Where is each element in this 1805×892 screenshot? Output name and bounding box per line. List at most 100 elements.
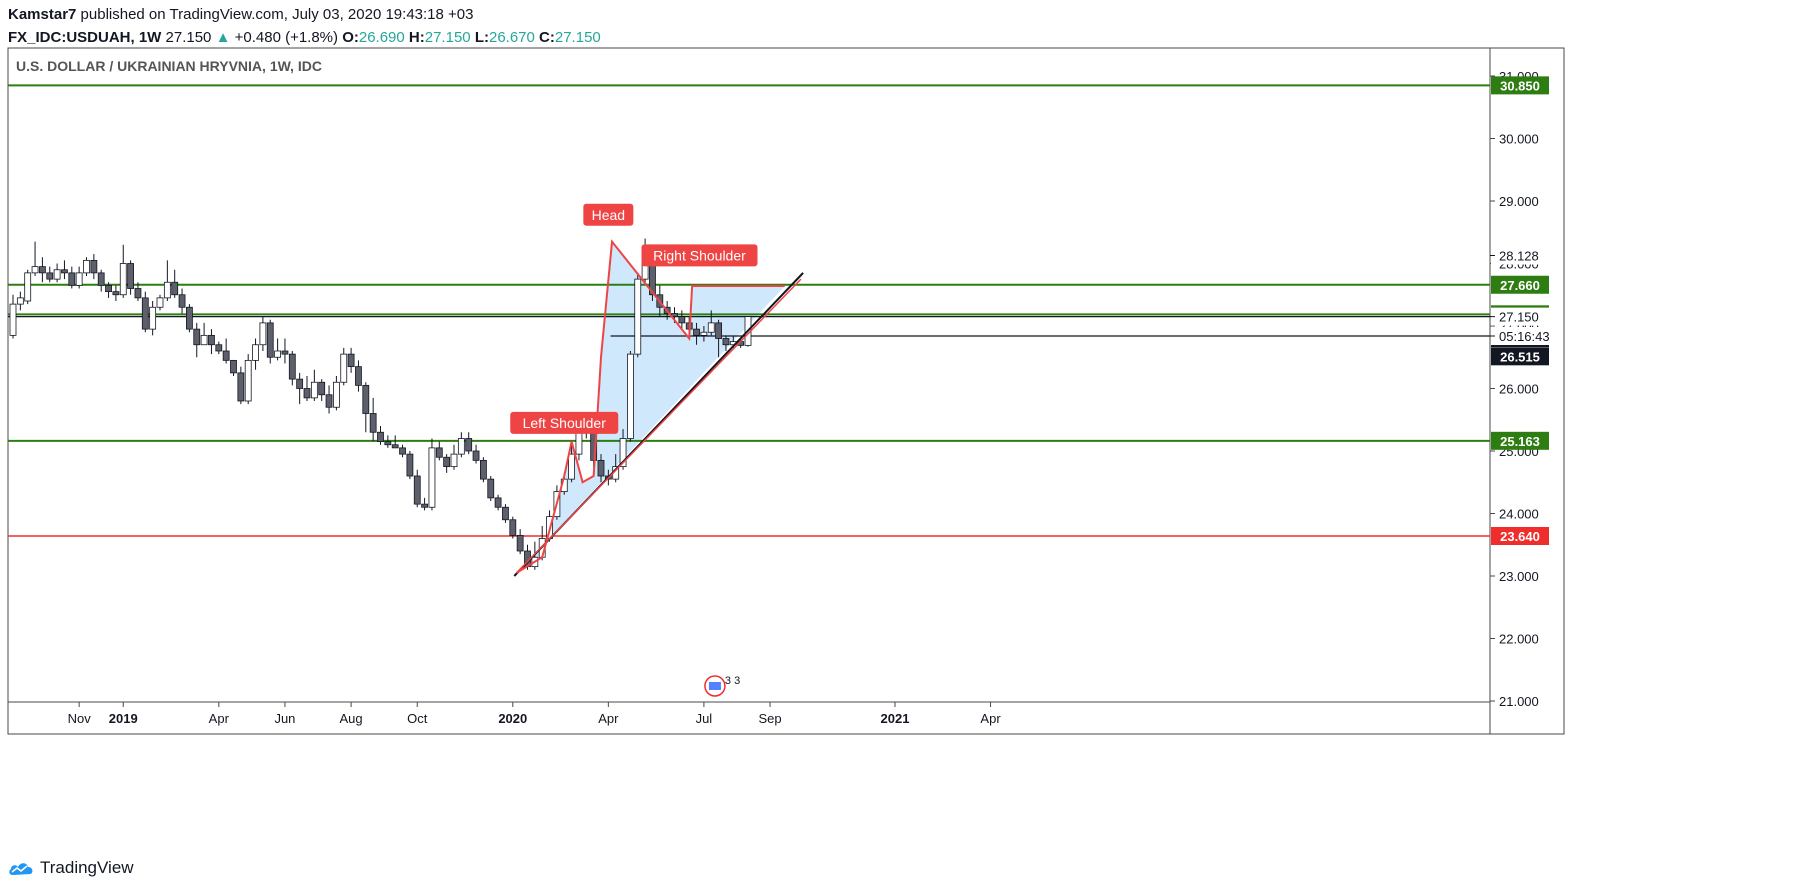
candle-body — [61, 269, 68, 274]
last-price: 27.150 — [165, 29, 212, 46]
publish-info: Kamstar7 published on TradingView.com, J… — [8, 6, 473, 23]
candle-body — [252, 344, 259, 361]
candle-body — [149, 306, 157, 330]
candle-body — [105, 284, 112, 293]
candle-body — [222, 350, 230, 361]
x-tick-label: 2020 — [498, 711, 527, 726]
y-tick-label: 26.000 — [1499, 382, 1539, 397]
candle-body — [171, 281, 179, 296]
right-shoulder-label-bg — [641, 244, 758, 267]
candle-body — [450, 453, 458, 468]
candle-body — [230, 359, 237, 374]
candle-body — [16, 297, 24, 305]
head-label: Head — [592, 207, 625, 223]
candle-body — [399, 447, 406, 455]
price-tag-bg-plain — [1491, 246, 1549, 265]
candle-body — [266, 322, 274, 358]
candle-body — [597, 459, 605, 477]
candle-body — [75, 272, 83, 286]
candle-body — [384, 441, 392, 446]
candle-body — [163, 281, 171, 299]
candle-body — [156, 297, 164, 308]
change-value: +0.480 (+1.8%) — [234, 29, 339, 46]
chart-frame — [7, 47, 1565, 735]
candle-body — [443, 456, 451, 468]
x-tick-label: 2019 — [109, 711, 138, 726]
candle-body — [465, 438, 473, 452]
high-label: H: — [408, 29, 425, 46]
tradingview-cloud-icon — [9, 863, 33, 875]
candle-body — [377, 431, 384, 443]
price-tag-bg — [1491, 275, 1549, 294]
candle-body — [90, 259, 98, 274]
price-tag-label: 30.850 — [1500, 78, 1540, 93]
candle-body — [502, 506, 509, 521]
price-tag-bg-plain — [1491, 327, 1549, 345]
price-tag-text: 27.150 — [1499, 310, 1539, 325]
tradingview-logo[interactable]: TradingView — [8, 858, 134, 878]
x-tick-label: Sep — [758, 711, 781, 726]
x-tick-label: Jul — [696, 711, 713, 726]
candle-body — [347, 353, 355, 368]
candle-body — [428, 447, 436, 508]
x-tick-label: Aug — [340, 711, 363, 726]
candle-body — [494, 497, 502, 508]
candle-body — [318, 381, 326, 396]
x-tick-label: Jun — [274, 711, 295, 726]
candle-body — [310, 381, 318, 399]
price-tag-label: 26.515 — [1500, 349, 1540, 364]
y-tick-label: 21.000 — [1499, 694, 1539, 709]
author-name[interactable]: Kamstar7 — [8, 6, 77, 23]
candle-body — [296, 378, 304, 389]
price-tag-text: 28.128 — [1499, 249, 1539, 264]
candle-body — [457, 438, 465, 455]
x-tick-label: Apr — [980, 711, 1001, 726]
price-tag-bg — [1491, 76, 1549, 95]
open-value: 26.690 — [358, 29, 405, 46]
candle-body — [141, 297, 149, 330]
candle-body — [678, 316, 686, 324]
candle-body — [53, 269, 61, 280]
price-tag-label: 25.163 — [1500, 434, 1540, 449]
candle-body — [693, 328, 700, 336]
candle-body — [391, 444, 399, 449]
candle-body — [134, 288, 142, 299]
candle-body — [568, 453, 575, 480]
low-value: 26.670 — [488, 29, 535, 46]
y-tick-label: 29.000 — [1499, 194, 1539, 209]
candle-body — [340, 353, 348, 383]
candle-body — [193, 328, 201, 346]
candle-body — [68, 272, 76, 286]
candle-body — [627, 353, 634, 439]
head-shoulders-outline — [515, 239, 785, 574]
candle-body — [9, 303, 17, 336]
candle-body — [200, 334, 208, 346]
candle-body — [112, 291, 120, 296]
head-label-bg — [583, 203, 634, 226]
flag-icon-field — [708, 682, 721, 690]
candle-body — [31, 266, 39, 274]
candle-body — [722, 338, 730, 346]
candle-body — [127, 263, 134, 289]
y-tick-label: 23.000 — [1499, 569, 1539, 584]
candle-body — [24, 272, 32, 302]
candle-body — [435, 447, 443, 458]
candle-body — [83, 259, 90, 274]
close-value: 27.150 — [554, 29, 601, 46]
candle-body — [369, 413, 377, 433]
candle-body — [97, 272, 105, 286]
x-tick-label: 2021 — [881, 711, 910, 726]
candle-body — [332, 381, 340, 408]
candle-body — [413, 475, 421, 505]
left-shoulder-label: Left Shoulder — [523, 415, 607, 431]
change-up-icon: ▲ — [215, 29, 231, 46]
symbol-info: FX_IDC:USDUAH, 1W 27.150 ▲ +0.480 (+1.8%… — [8, 29, 601, 46]
price-tag-text: 05:16:43 — [1499, 329, 1550, 344]
candle-body — [288, 353, 296, 380]
chart-title: U.S. DOLLAR / UKRAINIAN HRYVNIA, 1W, IDC — [16, 58, 322, 74]
open-label: O: — [342, 29, 359, 46]
symbol-name[interactable]: FX_IDC:USDUAH, 1W — [8, 29, 162, 46]
left-shoulder-label-bg — [510, 411, 619, 434]
candle-body — [715, 322, 722, 339]
